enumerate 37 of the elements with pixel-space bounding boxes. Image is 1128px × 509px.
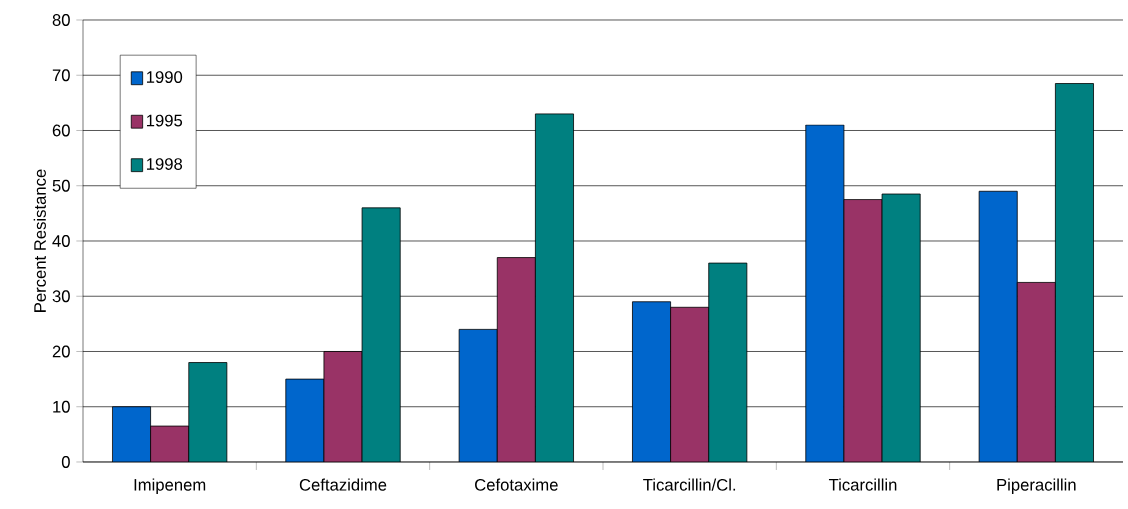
x-tick-label: Piperacillin [997,478,1076,494]
legend-label: 1990 [146,71,183,83]
bar [632,301,671,462]
bar [1016,282,1056,462]
x-tick-label: Ceftazidime [299,478,387,491]
legend-label: 1998 [146,158,183,170]
y-tick-label: 60 [52,124,70,137]
bar [323,351,363,462]
y-tick-label: 70 [52,69,70,82]
bar [150,425,190,462]
y-tick-label: 10 [53,400,70,413]
x-tick-label: Imipenem [134,478,206,494]
y-tick-label: 80 [52,14,70,26]
y-tick-label: 30 [52,290,70,303]
bar [285,378,325,462]
bar [458,328,498,462]
bar [496,257,536,462]
y-axis-title: Percent Resistance [33,169,46,312]
bar [1055,83,1094,462]
legend-label: 1995 [146,114,183,127]
x-tick-label: Ticarcillin/Cl. [643,478,736,491]
bar [843,199,883,462]
bar [112,406,152,462]
bar [361,207,401,462]
bar [708,262,748,462]
bar [882,194,921,462]
bar [670,306,710,462]
x-tick-label: Ticarcillin [828,478,897,491]
y-tick-label: 0 [61,456,70,468]
y-tick-label: 40 [52,235,70,247]
y-tick-label: 20 [52,345,70,358]
y-tick-label: 50 [52,179,70,192]
bar [188,362,228,462]
bar [978,190,1018,462]
bar [535,113,574,462]
x-tick-label: Cefotaxime [475,478,558,491]
bar [805,124,844,462]
